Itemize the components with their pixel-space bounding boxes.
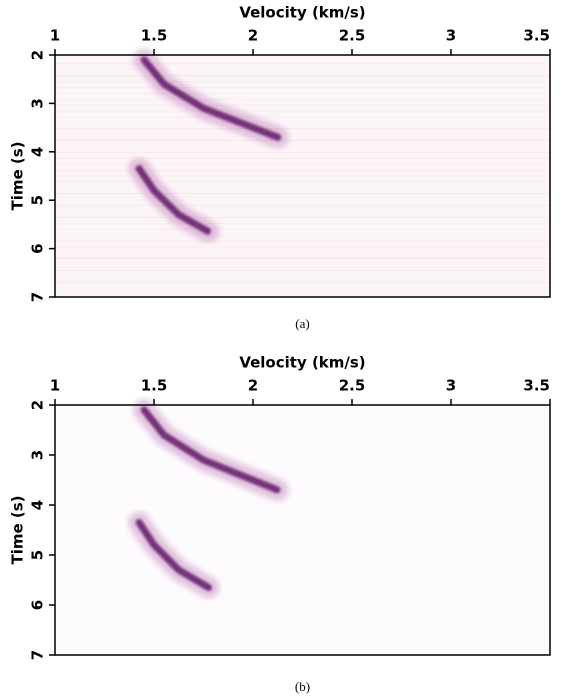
event-core [140,406,282,494]
x-tick-label: 2.5 [339,377,366,395]
y-tick-label: 3 [29,98,47,108]
event-core [135,165,212,236]
x-tick-label: 2 [248,377,258,395]
x-tick-label: 1.5 [141,377,168,395]
caption: (a) [295,316,309,331]
x-tick-label: 3 [446,377,456,395]
plot-area [55,405,550,655]
x-axis-label: Velocity (km/s) [239,4,365,22]
event-core [135,519,212,591]
x-tick-label: 2.5 [339,27,366,45]
y-tick-label: 6 [29,243,47,253]
x-tick-label: 3.5 [523,377,550,395]
event-core [140,56,282,141]
caption: (b) [295,679,310,694]
x-tick-label: 1 [50,27,60,45]
x-tick-label: 1 [50,377,60,395]
x-tick-label: 3.5 [523,27,550,45]
y-tick-label: 5 [29,195,47,205]
y-tick-label: 7 [29,292,47,302]
y-tick-label: 5 [29,550,47,560]
x-tick-label: 2 [248,27,258,45]
y-tick-label: 4 [29,500,47,510]
plot-frame [54,404,551,656]
plot-frame [54,54,551,298]
y-axis-label: Time (s) [9,495,27,564]
x-tick-label: 1.5 [141,27,168,45]
y-tick-label: 3 [29,450,47,460]
x-tick-label: 3 [446,27,456,45]
x-axis-label: Velocity (km/s) [239,354,365,372]
y-axis-label: Time (s) [9,141,27,210]
y-tick-label: 4 [29,147,47,157]
y-tick-label: 6 [29,600,47,610]
y-tick-label: 2 [29,400,47,410]
y-tick-label: 7 [29,650,47,660]
y-tick-label: 2 [29,50,47,60]
